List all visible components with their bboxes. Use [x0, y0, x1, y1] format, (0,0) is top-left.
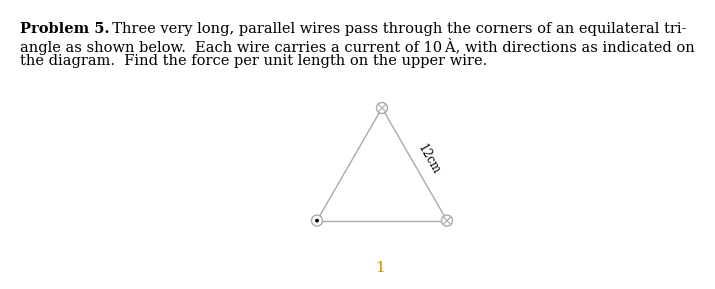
Circle shape: [312, 215, 322, 226]
Circle shape: [377, 103, 388, 114]
Text: 1: 1: [375, 261, 385, 275]
Text: angle as shown below.  Each wire carries a current of 10 À, with directions as i: angle as shown below. Each wire carries …: [20, 38, 695, 55]
Text: 12cm: 12cm: [415, 142, 443, 177]
Text: Problem 5.: Problem 5.: [20, 22, 109, 36]
Text: the diagram.  Find the force per unit length on the upper wire.: the diagram. Find the force per unit len…: [20, 54, 487, 68]
Text: Three very long, parallel wires pass through the corners of an equilateral tri-: Three very long, parallel wires pass thr…: [103, 22, 686, 36]
Circle shape: [441, 215, 453, 226]
Circle shape: [315, 219, 319, 222]
